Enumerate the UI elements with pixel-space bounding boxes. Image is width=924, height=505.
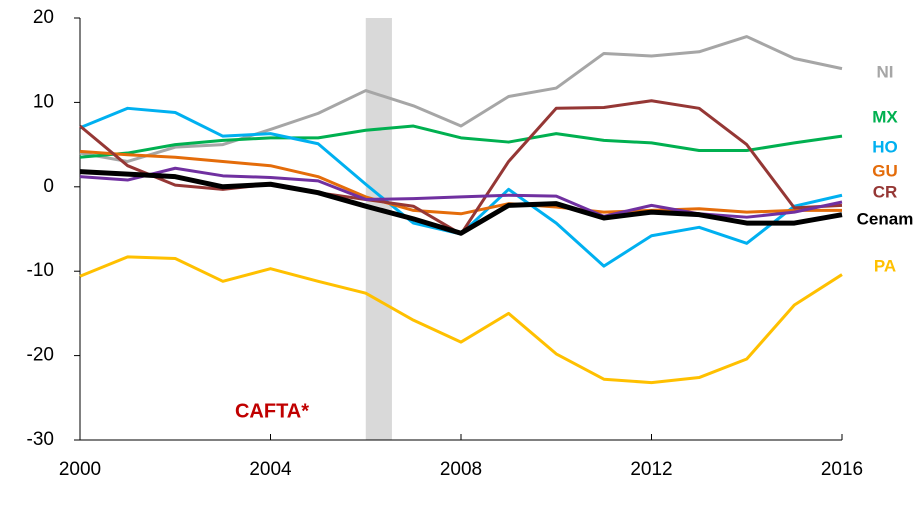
x-tick-label: 2012: [630, 459, 672, 480]
series-label: PA: [874, 256, 896, 275]
y-tick-label: -10: [27, 260, 54, 281]
y-tick-label: 20: [33, 7, 54, 28]
x-tick-label: 2008: [440, 459, 482, 480]
y-tick-label: 10: [33, 91, 54, 112]
x-tick-label: 2016: [821, 459, 863, 480]
y-tick-label: 0: [43, 176, 54, 197]
x-tick-label: 2004: [249, 459, 292, 480]
series-line: [79, 149, 842, 216]
shaded-band: [365, 18, 392, 440]
y-tick-label: -30: [27, 429, 54, 450]
y-tick-label: -20: [27, 345, 54, 366]
series-line: [79, 35, 843, 163]
series-label: MX: [872, 107, 898, 126]
series-label: Cenam: [857, 209, 914, 228]
x-tick-label: 2000: [59, 459, 101, 480]
series-label: CR: [873, 182, 898, 201]
annotation: CAFTA*: [235, 400, 309, 422]
series-label: HO: [872, 137, 898, 156]
series-line: [79, 169, 843, 236]
series-line: [79, 255, 843, 385]
series-label: GU: [872, 161, 898, 180]
series-line: [79, 124, 843, 159]
series-label: NI: [877, 62, 894, 81]
